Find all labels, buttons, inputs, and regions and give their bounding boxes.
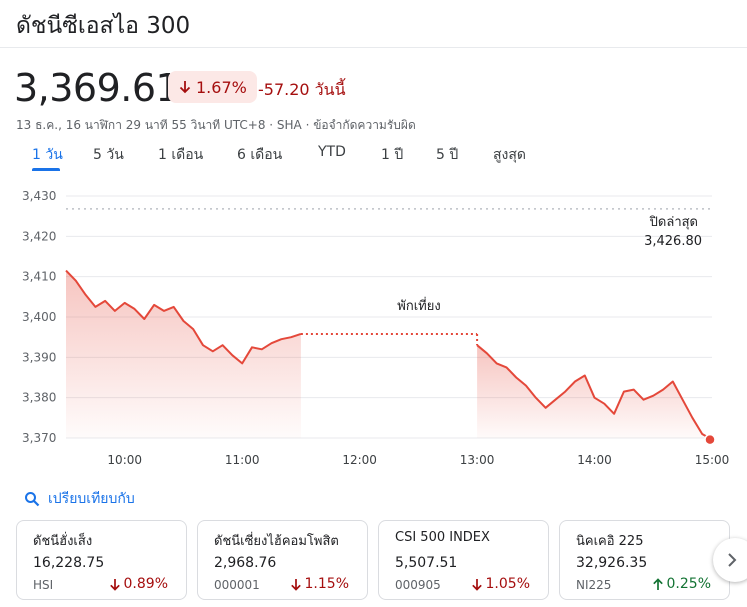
card-value: 5,507.51 (395, 555, 458, 571)
card-name: นิคเคอิ 225 (576, 534, 644, 549)
x-tick-label: 13:00 (460, 453, 495, 467)
compare-card-hsi[interactable]: ดัชนีฮั่งเส็ง 16,228.75 HSI 0.89% (16, 520, 187, 600)
card-name: ดัชนีฮั่งเส็ง (33, 534, 93, 549)
series-line (65, 269, 302, 365)
compare-card-csi500[interactable]: CSI 500 INDEX 5,507.51 000905 1.05% (378, 520, 549, 600)
card-change-value: 0.89% (123, 576, 168, 592)
series-line (476, 344, 713, 441)
card-change-value: 0.25% (666, 576, 711, 592)
card-change: 0.25% (652, 576, 711, 592)
x-tick-label: 12:00 (342, 453, 377, 467)
card-symbol: HSI (33, 578, 54, 592)
y-tick-label: 3,390 (22, 350, 56, 364)
card-symbol: NI225 (576, 578, 612, 592)
y-tick-label: 3,410 (22, 270, 56, 284)
y-tick-label: 3,370 (22, 431, 56, 445)
absolute-change: -57.20 วันนี้ (258, 80, 346, 99)
break-label: พักเที่ยง (397, 297, 440, 314)
card-value: 16,228.75 (33, 555, 105, 571)
x-tick-label: 11:00 (225, 453, 260, 467)
arrow-down-icon (179, 81, 191, 94)
arrow-down-icon (471, 578, 482, 591)
tab-5-days[interactable]: 5 วัน (93, 147, 124, 163)
card-value: 2,968.76 (214, 555, 277, 571)
tab-1-month[interactable]: 1 เดือน (158, 147, 204, 163)
previous-close-label: ปิดล่าสุด (649, 215, 698, 230)
percent-change-value: 1.67% (196, 77, 247, 97)
previous-close-value: 3,426.80 (644, 234, 702, 249)
compare-label: เปรียบเทียบกับ (48, 491, 135, 507)
tab-1-day[interactable]: 1 วัน (32, 147, 63, 163)
compare-card-shanghai[interactable]: ดัชนีเซี่ยงไฮ้คอมโพสิต 2,968.76 000001 1… (197, 520, 368, 600)
percent-change-badge: 1.67% (168, 71, 257, 103)
last-point-marker (704, 433, 716, 446)
range-tabs: 1 วัน 5 วัน 1 เดือน 6 เดือน YTD 1 ปี 5 ป… (0, 144, 747, 174)
current-price: 3,369.61 (14, 66, 180, 110)
tab-6-months[interactable]: 6 เดือน (237, 147, 283, 163)
card-change: 0.89% (109, 576, 168, 592)
arrow-down-icon (109, 578, 120, 591)
next-cards-button[interactable] (713, 538, 747, 582)
y-tick-label: 3,430 (22, 189, 56, 203)
y-tick-label: 3,400 (22, 310, 56, 324)
chevron-right-icon (728, 553, 737, 567)
card-symbol: 000905 (395, 578, 441, 592)
arrow-up-icon (652, 577, 663, 590)
series-area (66, 270, 301, 438)
x-tick-label: 10:00 (107, 453, 142, 467)
active-tab-indicator (32, 168, 60, 171)
tab-1-year[interactable]: 1 ปี (381, 147, 404, 163)
arrow-down-icon (290, 578, 301, 591)
card-name: CSI 500 INDEX (395, 530, 490, 545)
divider (0, 47, 747, 48)
card-value: 32,926.35 (576, 555, 648, 571)
tab-ytd[interactable]: YTD (318, 144, 346, 160)
card-change-value: 1.05% (485, 576, 530, 592)
y-tick-label: 3,380 (22, 391, 56, 405)
tab-5-years[interactable]: 5 ปี (436, 147, 459, 163)
compare-link[interactable]: เปรียบเทียบกับ (24, 488, 135, 510)
compare-card-nikkei[interactable]: นิคเคอิ 225 32,926.35 NI225 0.25% (559, 520, 730, 600)
page-title: ดัชนีซีเอสไอ 300 (16, 13, 191, 39)
card-name: ดัชนีเซี่ยงไฮ้คอมโพสิต (214, 534, 339, 549)
card-change: 1.05% (471, 576, 530, 592)
series-area (477, 345, 712, 440)
card-change-value: 1.15% (304, 576, 349, 592)
quote-meta: 13 ธ.ค., 16 นาฬิกา 29 นาที 55 วินาที UTC… (16, 118, 416, 132)
card-change: 1.15% (290, 576, 349, 592)
search-icon (25, 492, 40, 507)
x-tick-label: 14:00 (577, 453, 612, 467)
y-tick-label: 3,420 (22, 229, 56, 243)
card-symbol: 000001 (214, 578, 260, 592)
x-tick-label: 15:00 (695, 453, 730, 467)
tab-max[interactable]: สูงสุด (493, 147, 527, 163)
price-chart[interactable]: 3,430 3,420 3,410 3,400 3,390 3,380 3,370 10:00… (0, 178, 747, 478)
